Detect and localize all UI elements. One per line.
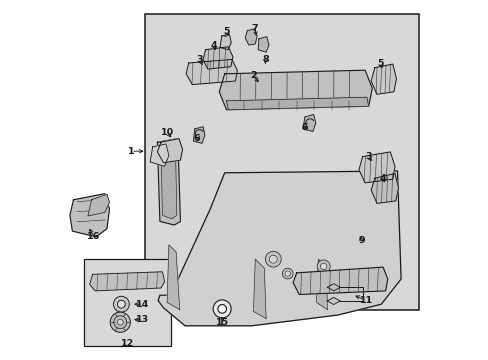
Text: 16: 16	[87, 233, 101, 242]
Circle shape	[320, 263, 326, 270]
Text: 8: 8	[262, 55, 268, 64]
Polygon shape	[203, 47, 232, 69]
Text: 9: 9	[357, 236, 364, 245]
Circle shape	[114, 316, 126, 329]
Text: 12: 12	[121, 339, 134, 348]
Polygon shape	[226, 97, 368, 110]
Polygon shape	[89, 272, 164, 291]
Circle shape	[110, 312, 130, 332]
Text: 5: 5	[223, 27, 229, 36]
Text: 2: 2	[250, 71, 256, 80]
Polygon shape	[326, 297, 340, 305]
Polygon shape	[244, 29, 257, 45]
Polygon shape	[258, 37, 268, 52]
Polygon shape	[316, 259, 326, 310]
Polygon shape	[253, 259, 265, 319]
Text: 14: 14	[136, 300, 149, 309]
Polygon shape	[370, 64, 396, 94]
Text: 4: 4	[210, 40, 217, 49]
Polygon shape	[220, 34, 231, 50]
Polygon shape	[157, 139, 180, 225]
Polygon shape	[302, 114, 315, 131]
Bar	[84, 259, 170, 346]
Polygon shape	[88, 194, 109, 216]
Polygon shape	[326, 284, 340, 291]
Circle shape	[213, 300, 231, 318]
Circle shape	[317, 260, 329, 273]
Text: 6: 6	[301, 123, 307, 132]
Text: 13: 13	[136, 315, 149, 324]
Polygon shape	[157, 139, 182, 163]
Text: 3: 3	[365, 152, 371, 161]
Text: 1: 1	[127, 147, 134, 156]
Text: 7: 7	[251, 23, 257, 32]
Polygon shape	[358, 152, 394, 183]
Bar	[145, 14, 418, 310]
Polygon shape	[186, 59, 237, 85]
Polygon shape	[167, 245, 179, 310]
Polygon shape	[370, 174, 398, 203]
Polygon shape	[158, 171, 400, 326]
Text: 10: 10	[160, 128, 173, 137]
Circle shape	[265, 251, 281, 267]
Polygon shape	[292, 267, 387, 294]
Polygon shape	[161, 143, 177, 219]
Circle shape	[282, 268, 292, 279]
Polygon shape	[70, 194, 109, 237]
Polygon shape	[193, 127, 204, 143]
Text: 3: 3	[196, 55, 203, 64]
Circle shape	[117, 300, 125, 308]
Polygon shape	[219, 70, 371, 110]
Text: 5: 5	[377, 58, 383, 68]
Text: 11: 11	[359, 296, 372, 305]
Text: 4: 4	[379, 174, 386, 183]
Text: 6: 6	[193, 134, 200, 143]
Text: 15: 15	[215, 318, 228, 327]
Circle shape	[269, 255, 277, 263]
Polygon shape	[150, 144, 168, 166]
Circle shape	[113, 296, 129, 312]
Circle shape	[218, 305, 226, 313]
Circle shape	[285, 271, 290, 276]
Circle shape	[117, 319, 123, 325]
